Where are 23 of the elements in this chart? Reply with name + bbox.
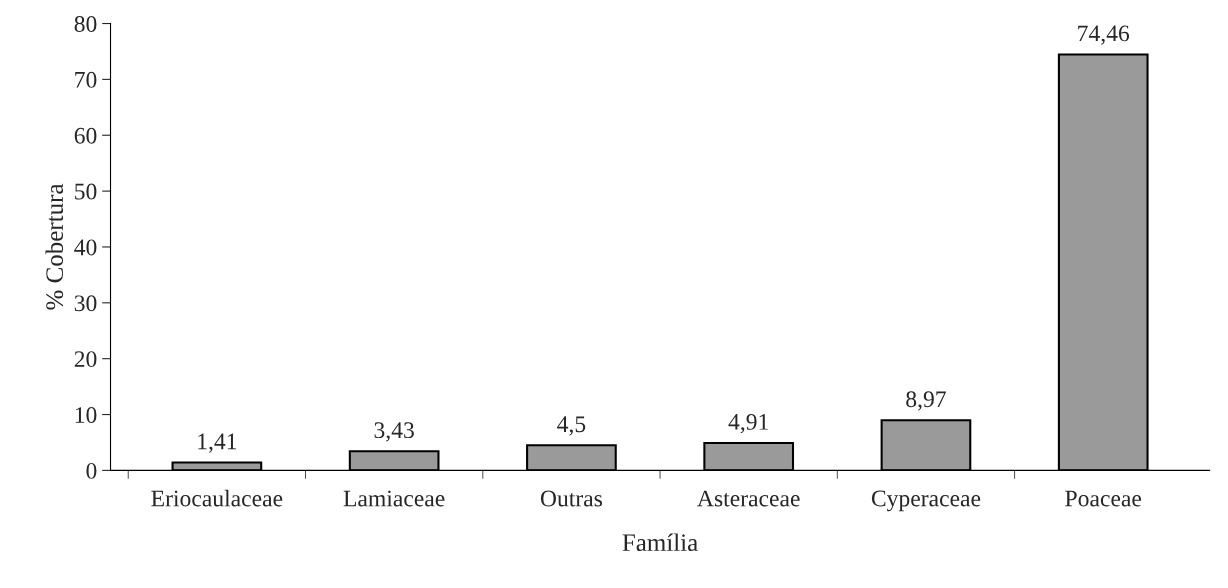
y-tick-label: 0 — [86, 462, 97, 479]
x-axis-title: Família — [622, 533, 698, 552]
data-label: 4,5 — [557, 416, 586, 436]
data-label: 74,46 — [1078, 25, 1130, 45]
y-tick-label: 60 — [74, 127, 97, 144]
data-label: 3,43 — [374, 422, 414, 442]
x-tick-label: Cyperaceae — [871, 490, 981, 512]
x-tick-label: Lamiaceae — [343, 490, 445, 507]
x-tick-label: Outras — [540, 490, 603, 507]
y-tick-label: 70 — [75, 71, 97, 88]
y-tick-label: 40 — [74, 239, 97, 256]
y-tick-label: 10 — [75, 407, 97, 423]
x-tick-label: Asteraceae — [697, 490, 800, 507]
x-tick-label: Eriocaulaceae — [151, 489, 283, 507]
data-label: 1,41 — [198, 433, 237, 453]
data-label: 4,91 — [728, 413, 768, 434]
x-tick-label: Poaceae — [1065, 490, 1142, 507]
data-label: 8,97 — [906, 391, 946, 411]
y-tick-label: 30 — [74, 295, 97, 312]
y-tick-label: 20 — [74, 351, 97, 368]
y-tick-label: 80 — [74, 16, 97, 32]
y-tick-label: 50 — [75, 183, 97, 200]
y-axis-title: % Cobertura — [45, 183, 64, 310]
